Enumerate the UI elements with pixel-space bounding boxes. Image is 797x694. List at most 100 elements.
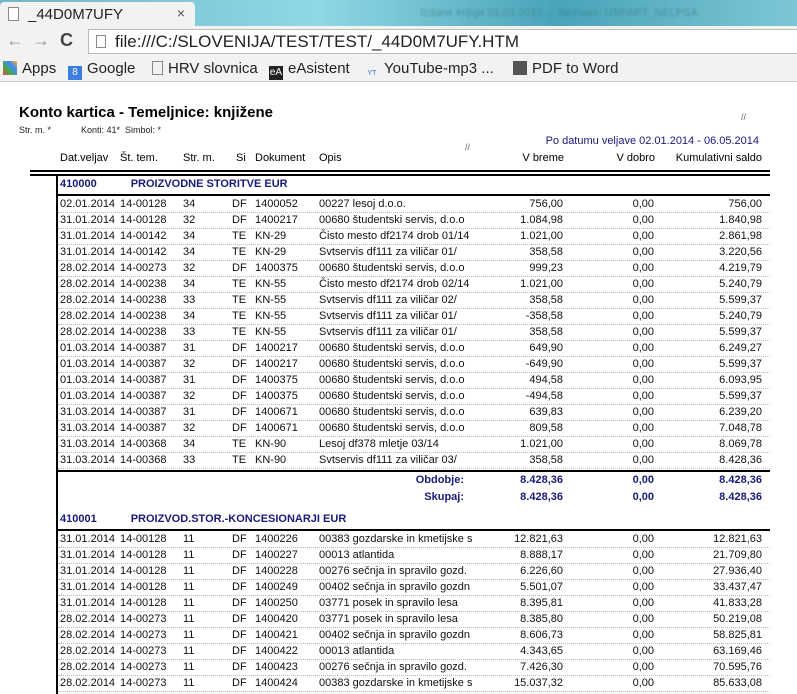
cell-kumulativni-saldo: 21.709,80 <box>713 549 762 561</box>
cell-opis: 00013 atlantida <box>319 549 395 561</box>
cell-stroskovno-mesto: 11 <box>183 661 195 673</box>
cell-stroskovno-mesto: 32 <box>183 262 196 274</box>
tab-active[interactable]: _44D0M7UFY × <box>0 2 195 26</box>
cell-simbol: DF <box>232 677 247 689</box>
cell-temeljnica: 14-00128 <box>120 549 167 561</box>
table-row: 31.01.2014 14-00128 11 DF 1400250 03771 posek… <box>58 596 770 612</box>
cell-temeljnica: 14-00128 <box>120 581 167 593</box>
cell-opis: 00680 študentski servis, d.o.o <box>319 422 465 434</box>
totals-label: Obdobje: <box>415 474 464 486</box>
cell-simbol: DF <box>232 390 247 402</box>
header-date: Dat.veljav <box>60 152 109 164</box>
close-tab-icon[interactable]: × <box>176 5 185 21</box>
cell-simbol: DF <box>232 533 247 545</box>
cell-simbol: TE <box>232 454 247 466</box>
cell-v-dobro: 0,00 <box>632 294 654 306</box>
table-row: 31.01.2014 14-00142 34 TE KN-29 Čisto mesto d… <box>58 229 770 245</box>
cell-dokument: 1400423 <box>255 661 298 673</box>
cell-kumulativni-saldo: 63.169,46 <box>713 645 762 657</box>
cell-date: 28.02.2014 <box>60 613 116 625</box>
bookmark-pdf-to-word[interactable]: PDF to Word <box>513 60 618 77</box>
cell-temeljnica: 14-00273 <box>120 629 167 641</box>
cell-date: 28.02.2014 <box>60 677 116 689</box>
cell-kumulativni-saldo: 8.428,36 <box>719 454 762 466</box>
cell-dokument: KN-55 <box>255 326 287 338</box>
cell-date: 02.01.2014 <box>60 198 116 210</box>
reload-icon[interactable]: C <box>60 30 73 50</box>
resize-grip-icon[interactable]: // <box>741 112 747 122</box>
cell-v-breme: 12.821,63 <box>514 533 563 545</box>
cell-temeljnica: 14-00273 <box>120 661 167 673</box>
cell-date: 31.01.2014 <box>60 246 116 258</box>
cell-v-breme: 358,58 <box>529 454 563 466</box>
table-row: 31.03.2014 14-00387 31 DF 1400671 00680 štude… <box>58 405 770 421</box>
cell-temeljnica: 14-00128 <box>120 565 167 577</box>
cell-v-breme: 15.037,32 <box>514 677 563 689</box>
table-row: 02.01.2014 14-00128 34 DF 1400052 00227 lesoj… <box>58 197 770 213</box>
cell-dokument: 1400052 <box>255 198 298 210</box>
address-bar[interactable]: file:///C:/SLOVENIJA/TEST/TEST/_44D0M7UF… <box>88 29 797 54</box>
cell-temeljnica: 14-00142 <box>120 230 167 242</box>
cell-simbol: DF <box>232 358 247 370</box>
cell-date: 31.01.2014 <box>60 533 116 545</box>
table-row: 31.01.2014 14-00128 32 DF 1400217 00680 štude… <box>58 213 770 229</box>
cell-dokument: KN-90 <box>255 454 287 466</box>
cell-date: 31.01.2014 <box>60 597 116 609</box>
table-row: 31.01.2014 14-00128 11 DF 1400249 00402 sečnj… <box>58 580 770 596</box>
cell-dokument: 1400375 <box>255 390 298 402</box>
google-icon: 8 <box>68 66 82 80</box>
bookmark-easistent[interactable]: eA eAsistent <box>269 60 350 80</box>
easistent-icon: eA <box>269 66 283 80</box>
table-row: 28.02.2014 14-00238 33 TE KN-55 Svtservis df1… <box>58 325 770 341</box>
table-row: 31.03.2014 14-00368 34 TE KN-90 Lesoj df378 m… <box>58 437 770 453</box>
forward-icon[interactable]: → <box>32 30 50 50</box>
page-icon <box>152 61 163 75</box>
table-row: 31.01.2014 14-00128 11 DF 1400228 00276 sečnj… <box>58 564 770 580</box>
cell-v-breme: 639,83 <box>529 406 563 418</box>
cell-v-dobro: 0,00 <box>632 645 654 657</box>
cell-v-dobro: 0,00 <box>632 581 654 593</box>
cell-v-breme: -358,58 <box>525 310 563 322</box>
cell-temeljnica: 14-00387 <box>120 390 167 402</box>
cell-simbol: TE <box>232 246 247 258</box>
bookmark-hrv-slovnica[interactable]: HRV slovnica <box>152 60 258 77</box>
page-title: Konto kartica - Temeljnice: knjižene <box>19 104 273 121</box>
cell-date: 28.02.2014 <box>60 661 116 673</box>
cell-simbol: DF <box>232 406 247 418</box>
cell-v-dobro: 0,00 <box>632 374 654 386</box>
tab-inactive[interactable]: Izdane knjige 01.01.2015 ... Seznam: USP… <box>200 2 797 24</box>
resize-grip-icon[interactable]: // <box>465 142 471 152</box>
cell-stroskovno-mesto: 11 <box>183 549 195 561</box>
cell-simbol: DF <box>232 581 247 593</box>
group-header: 410000 PROIZVODNE STORITVE EUR <box>60 178 288 190</box>
page-icon <box>8 7 19 21</box>
cell-kumulativni-saldo: 2.861,98 <box>719 230 762 242</box>
cell-simbol: DF <box>232 422 247 434</box>
cell-simbol: TE <box>232 310 247 322</box>
cell-opis: 00276 sečnja in spravilo gozd. <box>319 565 467 577</box>
cell-opis: 00680 študentski servis, d.o.o <box>319 374 465 386</box>
tab-title: _44D0M7UFY <box>28 6 124 23</box>
totals-dobro: 0,00 <box>632 491 654 503</box>
back-icon[interactable]: ← <box>6 30 24 50</box>
bookmark-youtube-mp3[interactable]: YT YouTube-mp3 ... <box>365 60 494 81</box>
cell-date: 31.01.2014 <box>60 565 116 577</box>
cell-v-breme: 8.888,17 <box>520 549 563 561</box>
cell-kumulativni-saldo: 1.840,98 <box>719 214 762 226</box>
group-divider <box>58 194 770 196</box>
cell-v-dobro: 0,00 <box>632 533 654 545</box>
cell-temeljnica: 14-00128 <box>120 597 167 609</box>
cell-dokument: KN-55 <box>255 294 287 306</box>
table-border <box>56 174 58 694</box>
cell-v-dobro: 0,00 <box>632 454 654 466</box>
header-v-breme: V breme <box>522 152 564 164</box>
cell-date: 31.01.2014 <box>60 214 116 226</box>
cell-kumulativni-saldo: 33.437,47 <box>713 581 762 593</box>
bookmark-google[interactable]: 8 Google <box>68 60 135 80</box>
cell-opis: 00680 študentski servis, d.o.o <box>319 262 465 274</box>
cell-stroskovno-mesto: 34 <box>183 438 196 450</box>
report-page: Konto kartica - Temeljnice: knjižene Str… <box>0 82 797 694</box>
cell-temeljnica: 14-00387 <box>120 406 167 418</box>
cell-v-dobro: 0,00 <box>632 613 654 625</box>
bookmark-apps[interactable]: Apps <box>3 60 56 77</box>
